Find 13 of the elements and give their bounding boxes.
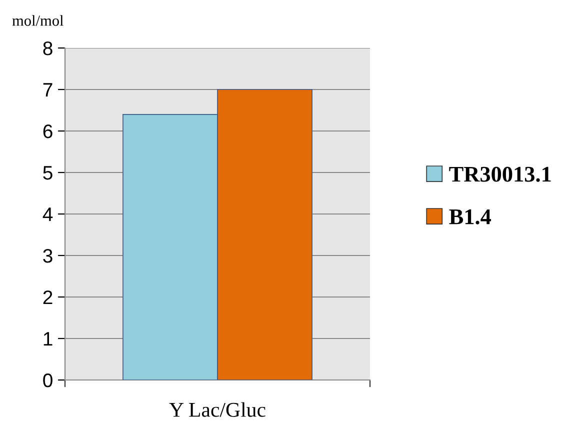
y-tick-label: 1 [44, 332, 52, 346]
legend-label: B1.4 [449, 209, 492, 224]
x-tick-label: Y Lac/Gluc [169, 402, 266, 417]
y-axis-title: mol/mol [12, 15, 64, 26]
y-tick-label: 7 [43, 83, 52, 97]
y-tick-label: 2 [43, 290, 52, 304]
y-tick-label: 3 [43, 248, 52, 263]
y-tick-label: 0 [43, 373, 52, 388]
y-tick-label: 5 [43, 166, 52, 180]
y-tick-label: 8 [43, 41, 52, 56]
legend-label: TR30013.1 [449, 166, 551, 182]
y-tick-label: 6 [43, 124, 52, 138]
y-tick-label: 4 [42, 208, 53, 222]
